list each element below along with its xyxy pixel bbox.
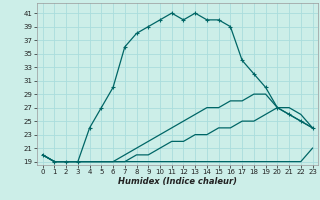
X-axis label: Humidex (Indice chaleur): Humidex (Indice chaleur) xyxy=(118,177,237,186)
